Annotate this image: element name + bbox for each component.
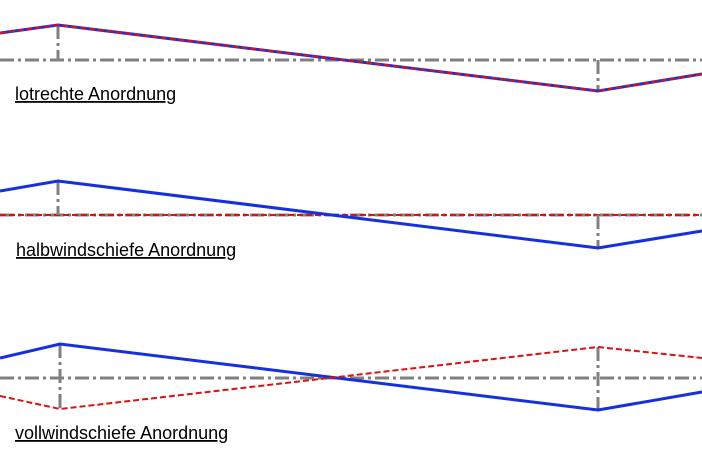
panel-half-skew: halbwindschiefe Anordnung xyxy=(0,179,702,260)
label: halbwindschiefe Anordnung xyxy=(16,240,236,260)
contact-wire xyxy=(0,179,702,250)
carrier-wire xyxy=(0,23,702,93)
label: lotrechte Anordnung xyxy=(15,84,176,104)
panel-vertical: lotrechte Anordnung xyxy=(0,23,702,104)
panel-full-skew: vollwindschiefe Anordnung xyxy=(0,342,702,443)
contact-wire xyxy=(0,23,702,93)
carrier-wire xyxy=(0,345,702,411)
label: vollwindschiefe Anordnung xyxy=(15,423,228,443)
contact-wire xyxy=(0,342,702,412)
